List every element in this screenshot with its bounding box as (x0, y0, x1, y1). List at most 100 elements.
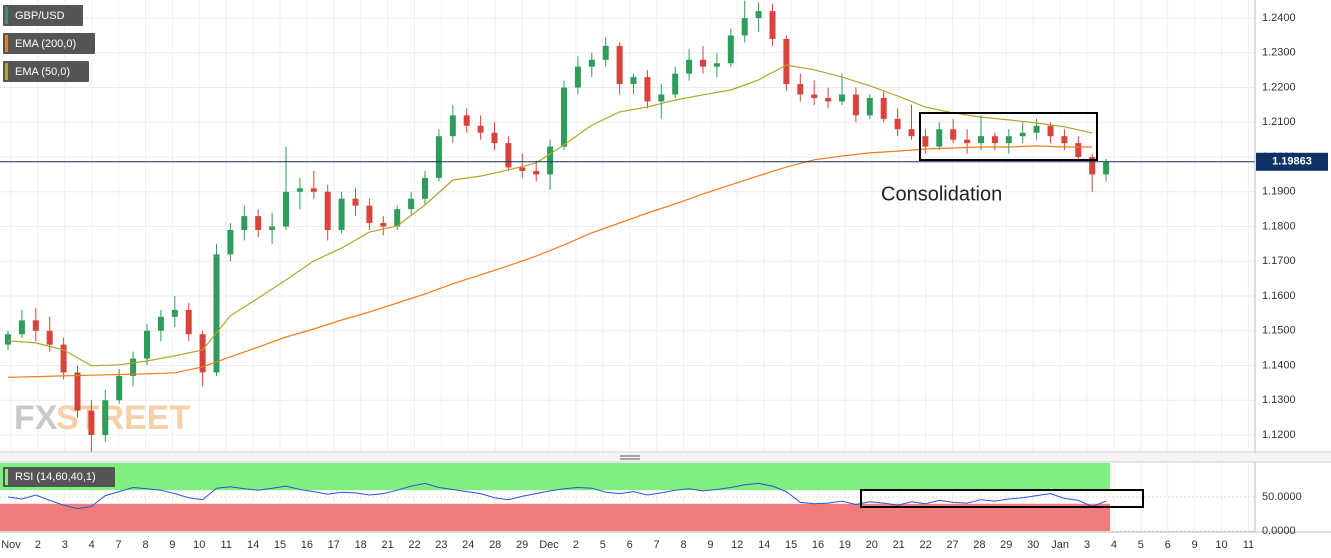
y-tick-label: 1.1700 (1262, 255, 1296, 267)
legend-box (3, 61, 89, 82)
ema-line (7, 145, 1093, 378)
x-tick-label: 14 (247, 539, 259, 551)
candle-body (602, 45, 609, 60)
rsi-line (7, 482, 1107, 510)
x-tick-label: 17 (328, 539, 340, 551)
consolidation-box (919, 112, 1098, 161)
candle-body (950, 129, 957, 140)
x-tick-label: 9 (169, 539, 175, 551)
panel-splitter[interactable] (0, 453, 1331, 462)
y-tick-label: 1.1400 (1262, 359, 1296, 371)
candle-body (978, 136, 984, 144)
x-tick-label: 6 (1165, 539, 1171, 551)
x-tick-label: 22 (408, 539, 420, 551)
x-tick-label: 28 (489, 539, 501, 551)
candle-body (700, 59, 706, 67)
candle-body (199, 334, 206, 373)
candle-body (908, 129, 915, 137)
x-tick-label: 9 (1192, 539, 1198, 551)
candle-body (991, 136, 998, 144)
candle-body (255, 216, 262, 230)
rsi-upper-band (0, 463, 1111, 491)
rsi-lower-band (0, 503, 1111, 531)
candle-body (88, 410, 95, 435)
x-tick-label: 15 (274, 539, 286, 551)
ema-line (7, 64, 1093, 367)
x-tick-label: 10 (1215, 539, 1227, 551)
candle-body (1005, 136, 1012, 144)
candle-body (1089, 157, 1096, 175)
y-tick-label: 1.2300 (1262, 47, 1296, 59)
y-tick-label: 1.2100 (1262, 116, 1296, 128)
x-tick-label: 21 (381, 539, 393, 551)
candle-body (866, 97, 873, 116)
last-price-label: 1.19863 (1272, 156, 1312, 168)
candle-body (171, 309, 178, 317)
last-price-tag (1256, 152, 1328, 171)
candle-body (672, 73, 679, 95)
x-tick-label: 29 (516, 539, 528, 551)
candle-body (296, 188, 303, 192)
candle-body (505, 143, 512, 168)
candle-body (366, 205, 373, 224)
candle-body (491, 132, 498, 144)
y-tick-label: 1.2400 (1262, 12, 1296, 24)
y-tick-label: 1.1800 (1262, 220, 1296, 232)
x-tick-label: 6 (627, 539, 633, 551)
x-tick-label: 11 (220, 539, 231, 551)
candle-body (18, 320, 25, 335)
candle-body (1075, 143, 1082, 158)
x-tick-label: 16 (301, 539, 313, 551)
legend-box (3, 5, 83, 26)
candle-body (435, 136, 442, 178)
candle-body (839, 94, 845, 102)
x-tick-label: 15 (785, 539, 797, 551)
x-tick-label: 23 (435, 539, 447, 551)
candle-body (185, 309, 192, 335)
annotation: Consolidation (881, 183, 1002, 205)
legend-swatch (5, 63, 8, 80)
legend: GBP/USD EMA (200,0) EMA (50,0) RSI (14,60,4… (3, 5, 115, 487)
watermark-fx: FX (14, 399, 58, 437)
candle-body (894, 118, 901, 130)
candle-body (547, 146, 554, 175)
candle-body (46, 330, 53, 345)
candle-body (449, 115, 456, 137)
candle-body (1103, 161, 1110, 175)
x-tick-label: 11 (1243, 539, 1254, 551)
x-tick-label: 7 (654, 539, 660, 551)
candle-body (380, 223, 387, 227)
candle-body (394, 209, 401, 227)
y-tick-label: 1.2200 (1262, 81, 1296, 93)
x-tick-label: 14 (758, 539, 770, 551)
x-tick-label: 5 (600, 539, 606, 551)
candle-body (157, 316, 164, 331)
rsi-bands (0, 463, 1111, 531)
x-tick-label: 3 (62, 539, 68, 551)
x-tick-label: Nov (1, 539, 21, 551)
legend-swatch (5, 469, 8, 485)
rsi-box (860, 489, 1144, 508)
candle-body (269, 226, 276, 230)
candle-body (769, 11, 776, 39)
plot (0, 0, 1255, 510)
legend-label: EMA (50,0) (15, 66, 70, 78)
candle-body (463, 115, 470, 126)
candle-body (283, 191, 289, 227)
x-tick-label: 18 (355, 539, 367, 551)
candle-body (102, 400, 109, 435)
candle-body (755, 11, 762, 19)
candle-body (533, 170, 540, 175)
legend-label: GBP/USD (15, 10, 65, 22)
y-tick-label: 1.1200 (1262, 429, 1296, 441)
candle-body (74, 372, 81, 411)
legend-box (3, 467, 115, 487)
rsi-tick-label: 0.0000 (1262, 525, 1296, 537)
candle-body (32, 320, 39, 331)
candle-body (422, 177, 428, 199)
x-tick-label: 24 (462, 539, 474, 551)
x-tick-label: 2 (573, 539, 579, 551)
x-tick-label: 2 (35, 539, 41, 551)
y-tick-label: 1.1300 (1262, 394, 1296, 406)
